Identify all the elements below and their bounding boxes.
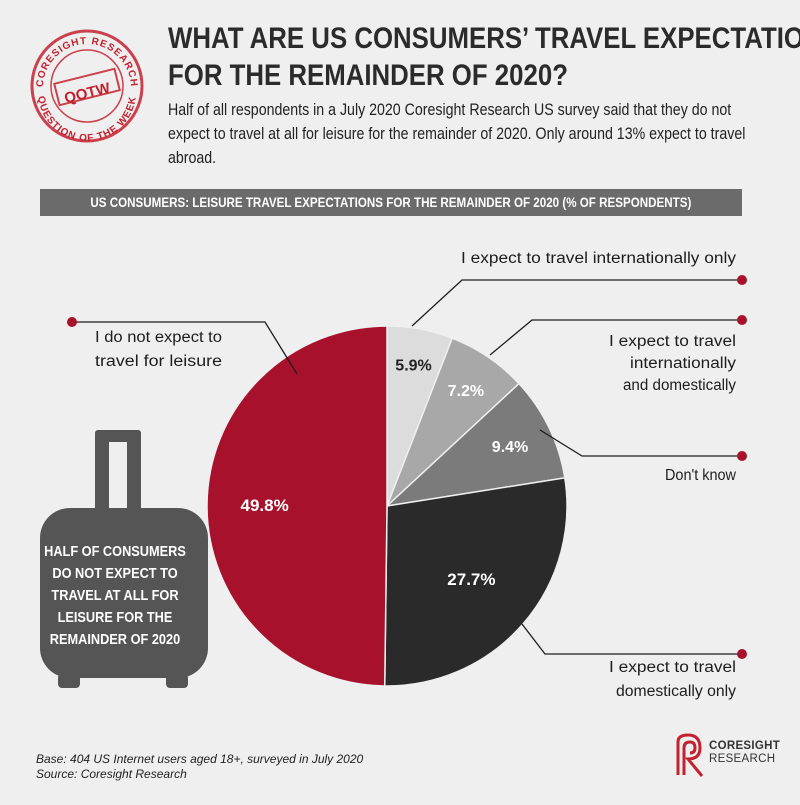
suitcase-icon <box>40 430 208 688</box>
callout-label: internationally <box>630 355 736 372</box>
pie-slice <box>383 476 568 687</box>
page-title: WHAT ARE US CONSUMERS’ TRAVEL EXPECTATIO… <box>168 20 800 94</box>
title-line-1: WHAT ARE US CONSUMERS’ TRAVEL EXPECTATIO… <box>168 22 800 55</box>
logo-line-2: RESEARCH <box>709 753 776 765</box>
callout-leader-line <box>489 319 742 356</box>
coresight-r-logo-icon <box>676 733 704 777</box>
callout-leader-line <box>411 279 742 327</box>
chart-title: US CONSUMERS: LEISURE TRAVEL EXPECTATION… <box>90 195 692 210</box>
pie-value-label: 27.7% <box>447 570 495 589</box>
callout-label: Don't know <box>665 467 737 484</box>
callout-leader-line <box>539 429 742 457</box>
footnote-base: Base: 404 US Internet users aged 18+, su… <box>36 752 364 766</box>
callout-label: travel for leisure <box>95 353 222 370</box>
callout-label: and domestically <box>623 377 736 394</box>
callout-dot <box>737 315 747 325</box>
stamp-caption-text: QUESTION OF THE WEEK <box>35 95 138 144</box>
pie-value-label: 5.9% <box>395 357 431 374</box>
pie-value-label: 7.2% <box>448 383 484 400</box>
callout-leader-line <box>521 623 742 655</box>
chart-heading-bar: US CONSUMERS: LEISURE TRAVEL EXPECTATION… <box>40 189 742 216</box>
svg-text:QUESTION OF THE WEEK: QUESTION OF THE WEEK <box>35 95 139 144</box>
pie-value-label: 9.4% <box>492 439 528 456</box>
callout-label: I do not expect to <box>95 329 222 346</box>
suitcase-text: HALF OF CONSUMERS DO NOT EXPECT TO TRAVE… <box>44 544 186 648</box>
callout-dot <box>737 275 747 285</box>
callout-leader-line <box>72 321 298 375</box>
pie-chart: 5.9% 7.2% 9.4% 27.7% 49.8% I expect to travel… <box>67 250 747 700</box>
logo-line-1: CORESIGHT <box>709 740 781 752</box>
title-line-2: FOR THE REMAINDER OF 2020? <box>168 59 568 92</box>
pie-slice <box>384 382 566 508</box>
pie-value-label: 49.8% <box>241 496 289 515</box>
callout-dot <box>67 317 77 327</box>
callout-label: I expect to travel <box>609 659 736 676</box>
pie-slice <box>206 325 388 687</box>
callout-dot <box>737 451 747 461</box>
footnote: Base: 404 US Internet users aged 18+, su… <box>36 752 363 782</box>
callout-label: I expect to travel <box>609 333 736 350</box>
callout-label: I expect to travel internationally only <box>461 250 736 267</box>
footnote-source: Source: Coresight Research <box>36 767 187 781</box>
callout-dot <box>737 649 747 659</box>
intro-text: Half of all respondents in a July 2020 C… <box>168 101 746 167</box>
callout-label: domestically only <box>616 683 736 700</box>
logo-wordmark: CORESIGHT RESEARCH <box>709 740 780 766</box>
